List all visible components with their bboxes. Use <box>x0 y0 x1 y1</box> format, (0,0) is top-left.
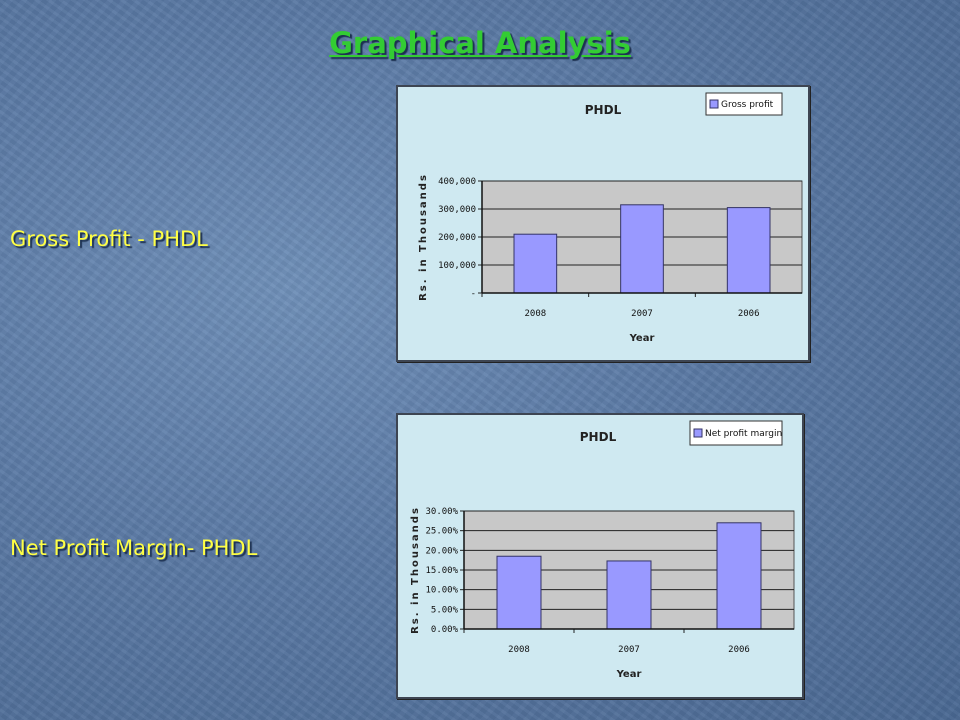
y-axis-label: Rs. in Thousands <box>418 173 429 301</box>
bar <box>716 522 762 630</box>
y-tick-label: 300,000 <box>438 205 476 215</box>
net-profit-margin-chart: 0.00% 5.00% 10.00% 15.00% 20.00% 25.00% 30.00%… <box>396 413 804 699</box>
slide-title: Graphical Analysis <box>329 26 631 60</box>
x-tick-label: 2006 <box>738 309 760 319</box>
net-profit-margin-chart-svg: 0.00% 5.00% 10.00% 15.00% 20.00% 25.00% 30.00%… <box>410 420 795 680</box>
net-profit-margin-label: Net Profit Margin- PHDL <box>10 536 258 560</box>
bar <box>606 560 652 630</box>
legend <box>689 420 783 446</box>
legend-swatch <box>693 428 703 438</box>
x-tick-label: 2006 <box>728 645 750 655</box>
y-tick-label: 10.00% <box>425 586 458 596</box>
x-axis-label: Year <box>616 669 642 680</box>
chart-title: PHDL <box>585 103 622 117</box>
y-tick-label: 15.00% <box>425 566 458 576</box>
gross-profit-label: Gross Profit - PHDL <box>10 227 208 251</box>
bar <box>513 233 558 294</box>
bar <box>496 555 542 630</box>
x-tick-label: 2007 <box>618 645 640 655</box>
y-tick-label: 200,000 <box>438 233 476 243</box>
legend-swatch <box>709 99 719 109</box>
y-tick-label: - <box>471 289 476 299</box>
legend-entry: Net profit margin <box>705 429 782 439</box>
legend <box>705 92 783 116</box>
bar <box>726 207 771 294</box>
x-tick-label: 2007 <box>631 309 653 319</box>
y-tick-label: 5.00% <box>431 605 459 615</box>
y-axis-label: Rs. in Thousands <box>410 506 421 634</box>
chart-title: PHDL <box>580 430 617 444</box>
y-tick-label: 400,000 <box>438 177 476 187</box>
y-tick-label: 30.00% <box>425 507 458 517</box>
y-tick-label: 0.00% <box>431 625 459 635</box>
x-tick-label: 2008 <box>524 309 546 319</box>
y-tick-label: 25.00% <box>425 527 458 537</box>
gross-profit-chart-svg: - 100,000 200,000 300,000 400,000 2008 2007 200… <box>418 92 803 344</box>
y-tick-label: 20.00% <box>425 546 458 556</box>
legend-entry: Gross profit <box>721 100 774 110</box>
bar <box>620 204 664 294</box>
x-axis-label: Year <box>629 333 655 344</box>
y-tick-label: 100,000 <box>438 261 476 271</box>
gross-profit-chart: - 100,000 200,000 300,000 400,000 2008 2007 200… <box>396 85 810 362</box>
x-tick-label: 2008 <box>508 645 530 655</box>
